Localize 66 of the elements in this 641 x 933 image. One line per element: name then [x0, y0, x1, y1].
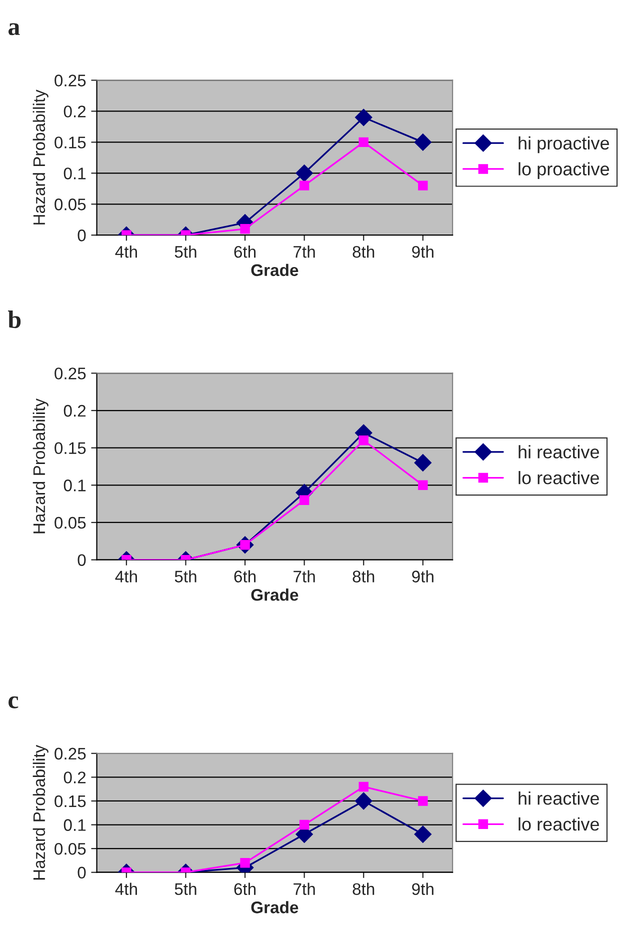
x-tick-label: 4th: [115, 570, 137, 582]
y-axis-title: Hazard Probability: [32, 744, 48, 880]
point: [299, 820, 310, 830]
point: [414, 134, 432, 151]
x-tick-label: 4th: [115, 882, 137, 895]
x-tick-label: 8th: [352, 246, 374, 258]
point: [299, 180, 310, 190]
point: [418, 796, 428, 806]
y-axis-title: Hazard Probability: [32, 398, 48, 534]
point: [358, 782, 368, 792]
y-tick-label: 0: [78, 554, 86, 566]
y-tick-label: 0.15: [54, 136, 86, 148]
x-tick-label: 7th: [294, 882, 315, 895]
y-tick-label: 0.1: [64, 819, 86, 831]
y-tick-label: 0.05: [54, 198, 86, 210]
point: [355, 108, 372, 126]
y-tick-label: 0.15: [54, 795, 86, 808]
point: [299, 495, 310, 505]
chart-title: c: [8, 696, 18, 708]
x-tick-label: 9th: [412, 570, 434, 582]
x-axis-title: Grade: [251, 588, 298, 601]
y-tick-label: 0.2: [64, 772, 86, 784]
x-tick-label: 9th: [412, 882, 434, 896]
y-tick-label: 0.1: [64, 168, 86, 180]
x-axis-title: Grade: [251, 264, 298, 276]
y-tick-label: 0.15: [54, 442, 86, 454]
legend-label: hi reactive: [518, 792, 599, 805]
y-tick-label: 0.25: [54, 74, 86, 86]
x-tick-label: 5th: [174, 246, 196, 258]
point: [296, 164, 313, 182]
y-axis-title: Hazard Probability: [32, 90, 48, 224]
x-axis-title: Grade: [251, 901, 298, 914]
y-tick-label: 0.2: [64, 106, 86, 118]
point: [358, 436, 368, 446]
y-tick-label: 0.2: [64, 404, 86, 417]
chart-title: b: [8, 310, 21, 328]
legend-label: lo reactive: [518, 817, 599, 831]
y-tick-label: 0.25: [54, 368, 86, 380]
y-tick-label: 0.05: [54, 516, 86, 529]
legend-label: hi proactive: [518, 136, 610, 154]
x-tick-label: 5th: [174, 882, 196, 896]
point: [414, 454, 432, 472]
chart-title: a: [8, 23, 20, 36]
point: [418, 480, 428, 490]
y-tick-label: 0: [78, 866, 86, 879]
x-tick-label: 8th: [352, 570, 374, 582]
x-tick-label: 6th: [234, 882, 256, 896]
x-tick-label: 6th: [234, 246, 256, 258]
x-tick-label: 7th: [294, 246, 315, 258]
x-tick-label: 4th: [115, 246, 137, 258]
legend-label: lo proactive: [518, 162, 610, 180]
y-tick-label: 0.1: [64, 480, 86, 492]
x-tick-label: 7th: [294, 570, 315, 582]
y-tick-label: 0: [78, 230, 86, 242]
x-tick-label: 9th: [412, 246, 434, 258]
point: [418, 180, 428, 190]
point: [355, 792, 372, 810]
point: [358, 137, 368, 148]
x-tick-label: 5th: [174, 570, 196, 582]
y-tick-label: 0.05: [54, 842, 86, 855]
legend-label: hi reactive: [518, 445, 599, 458]
x-tick-label: 8th: [352, 882, 374, 896]
legend-label: lo reactive: [518, 471, 599, 484]
point: [414, 826, 432, 843]
y-tick-label: 0.25: [54, 748, 86, 760]
x-tick-label: 6th: [234, 570, 256, 582]
